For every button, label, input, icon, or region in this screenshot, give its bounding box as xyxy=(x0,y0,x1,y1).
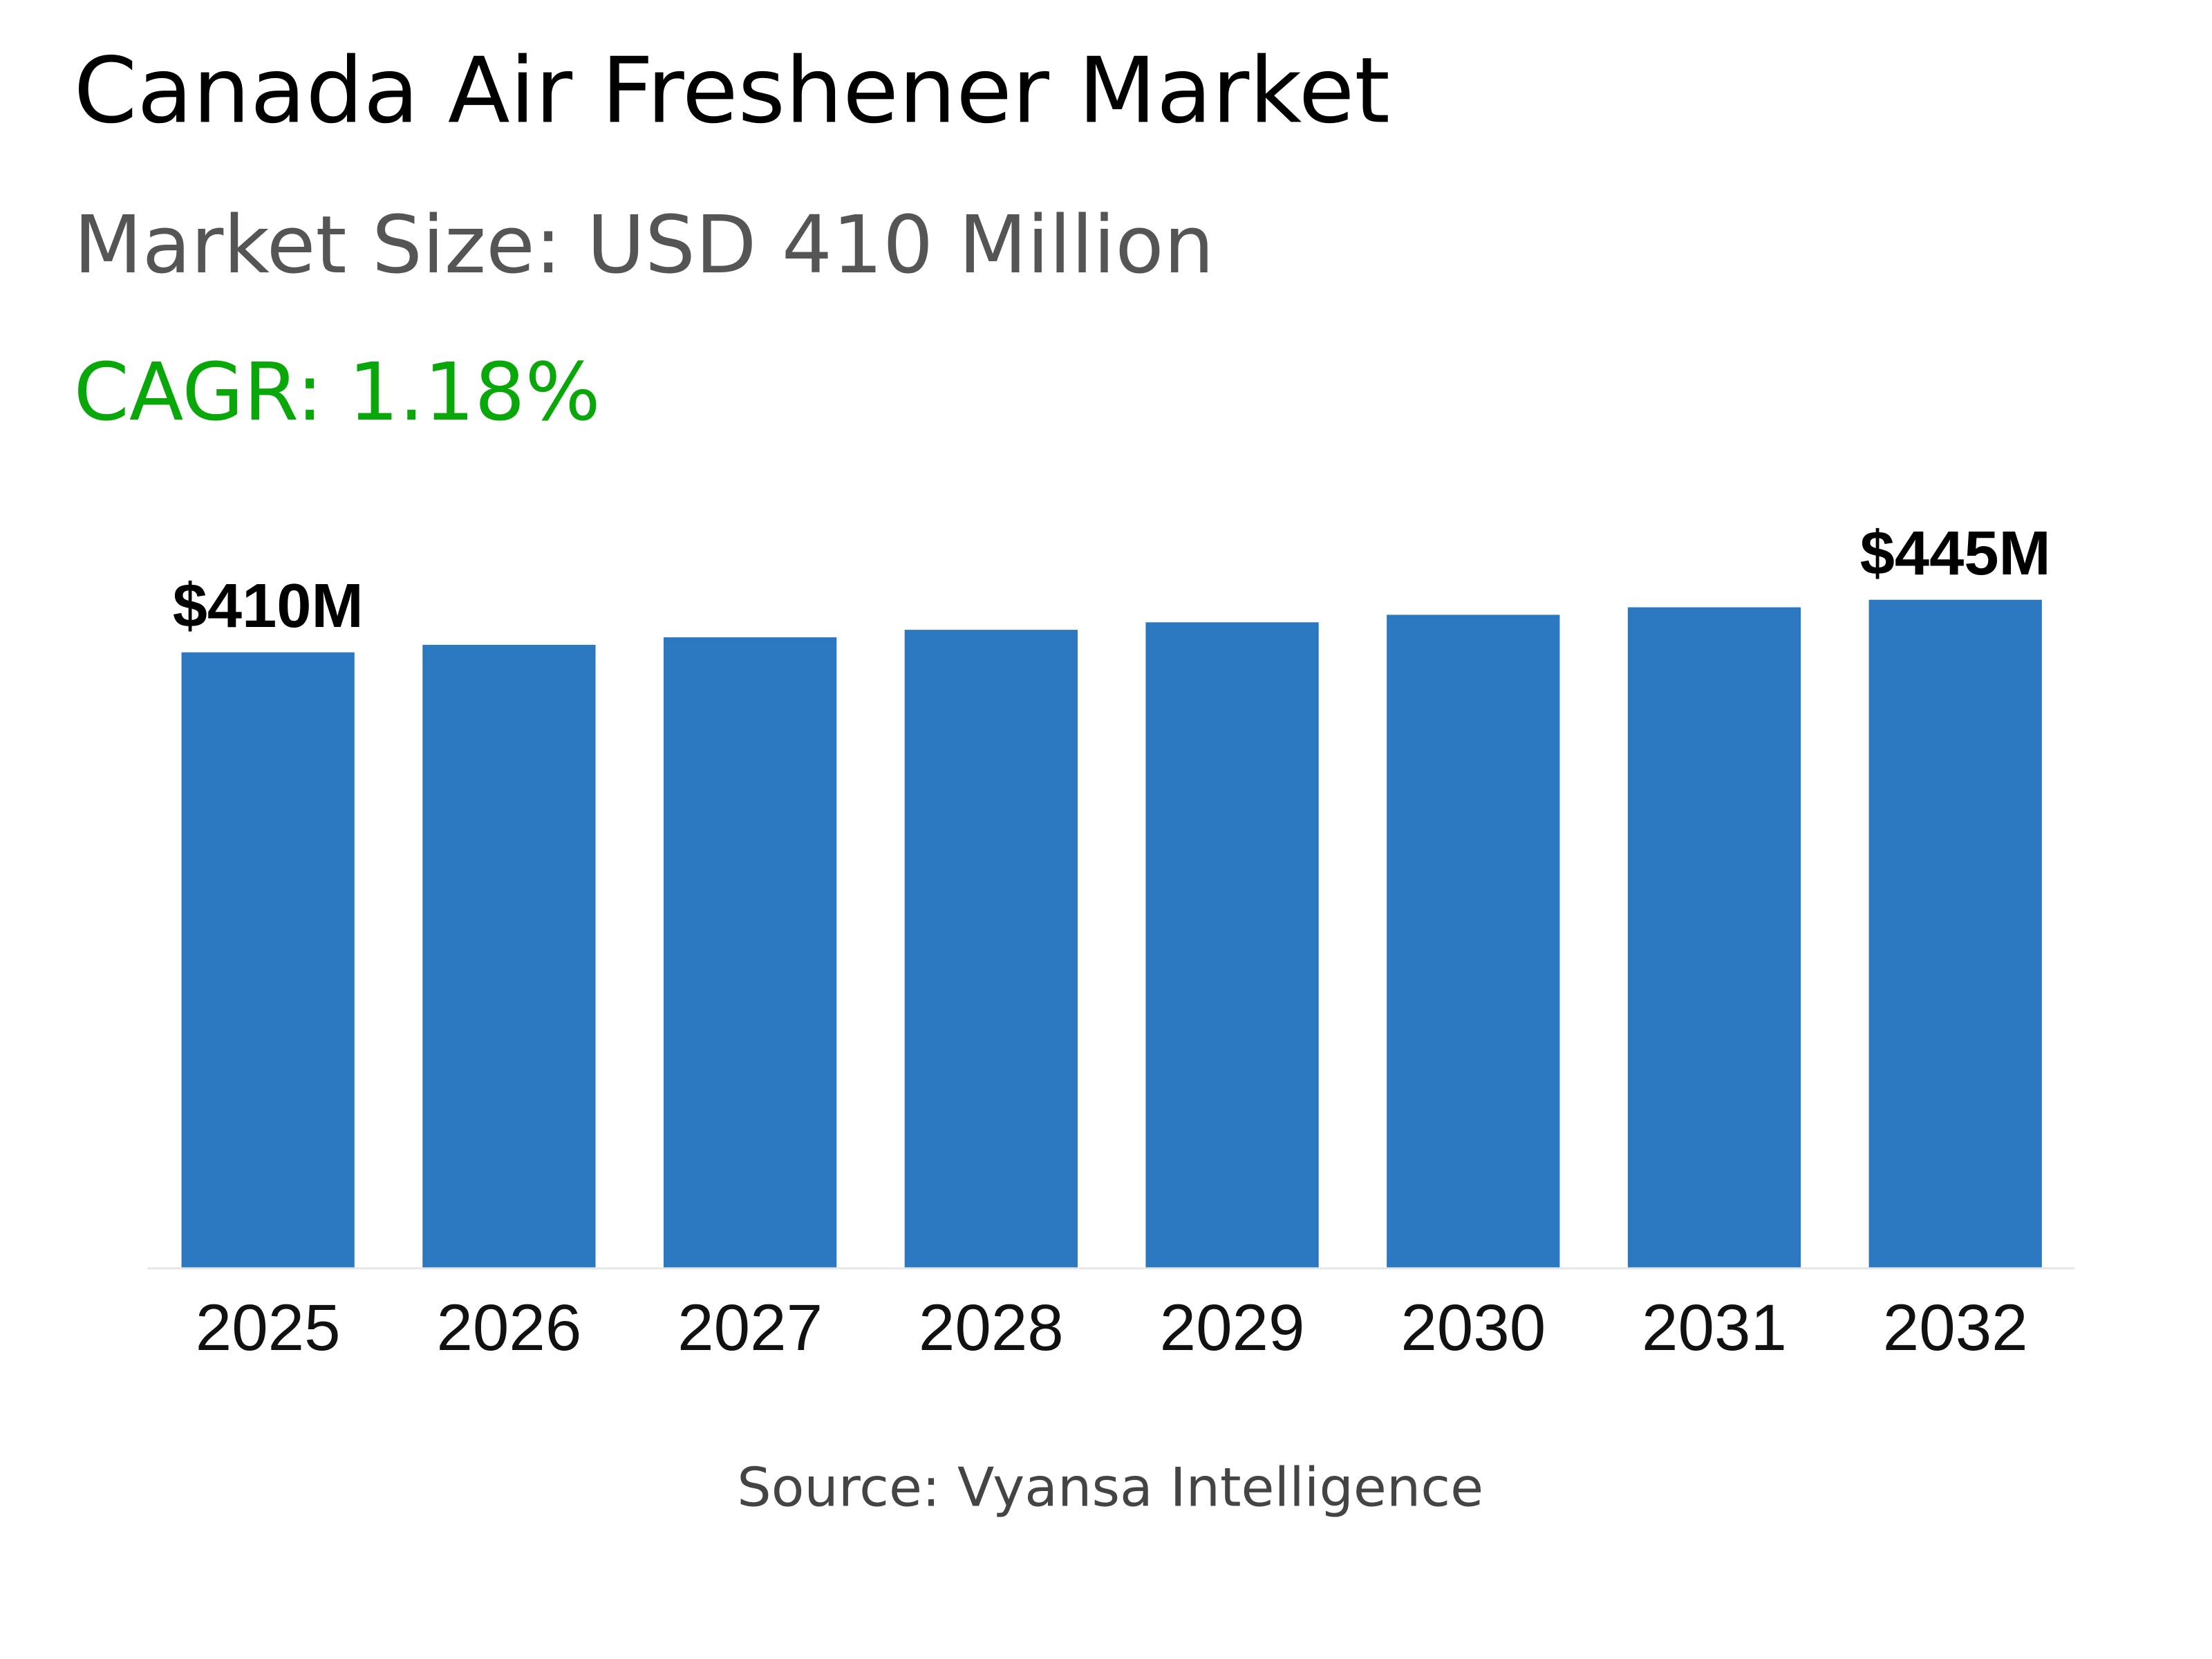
data-label: $445M xyxy=(1860,518,2051,588)
x-tick-label: 2030 xyxy=(1400,1291,1546,1364)
source-note: Source: Vyansa Intelligence xyxy=(737,1456,1483,1519)
x-tick-label: 2031 xyxy=(1642,1291,1787,1364)
bars-group: 2025 $410M 2026 2027 2028 2029 2030 2031 2032 $44… xyxy=(173,518,2051,1364)
bar-2031 xyxy=(1627,607,1801,1268)
x-tick-label: 2029 xyxy=(1160,1291,1305,1364)
x-tick-label: 2028 xyxy=(919,1291,1064,1364)
bar-2025 xyxy=(181,652,355,1268)
bar-2027 xyxy=(664,637,837,1268)
x-tick-label: 2032 xyxy=(1883,1291,2028,1364)
market-size: Market Size: USD 410 Million xyxy=(74,199,1215,292)
chart-title: Canada Air Freshener Market xyxy=(74,37,1390,143)
bar-2032 xyxy=(1868,599,2042,1268)
x-tick-label: 2025 xyxy=(196,1291,341,1364)
bar-2028 xyxy=(904,630,1078,1268)
x-tick-label: 2026 xyxy=(436,1291,581,1364)
x-tick-label: 2027 xyxy=(677,1291,823,1364)
bar-2026 xyxy=(422,644,596,1268)
cagr: CAGR: 1.18% xyxy=(74,346,601,439)
data-label: $410M xyxy=(173,571,364,641)
bar-2030 xyxy=(1387,615,1560,1268)
bar-2029 xyxy=(1145,622,1319,1268)
